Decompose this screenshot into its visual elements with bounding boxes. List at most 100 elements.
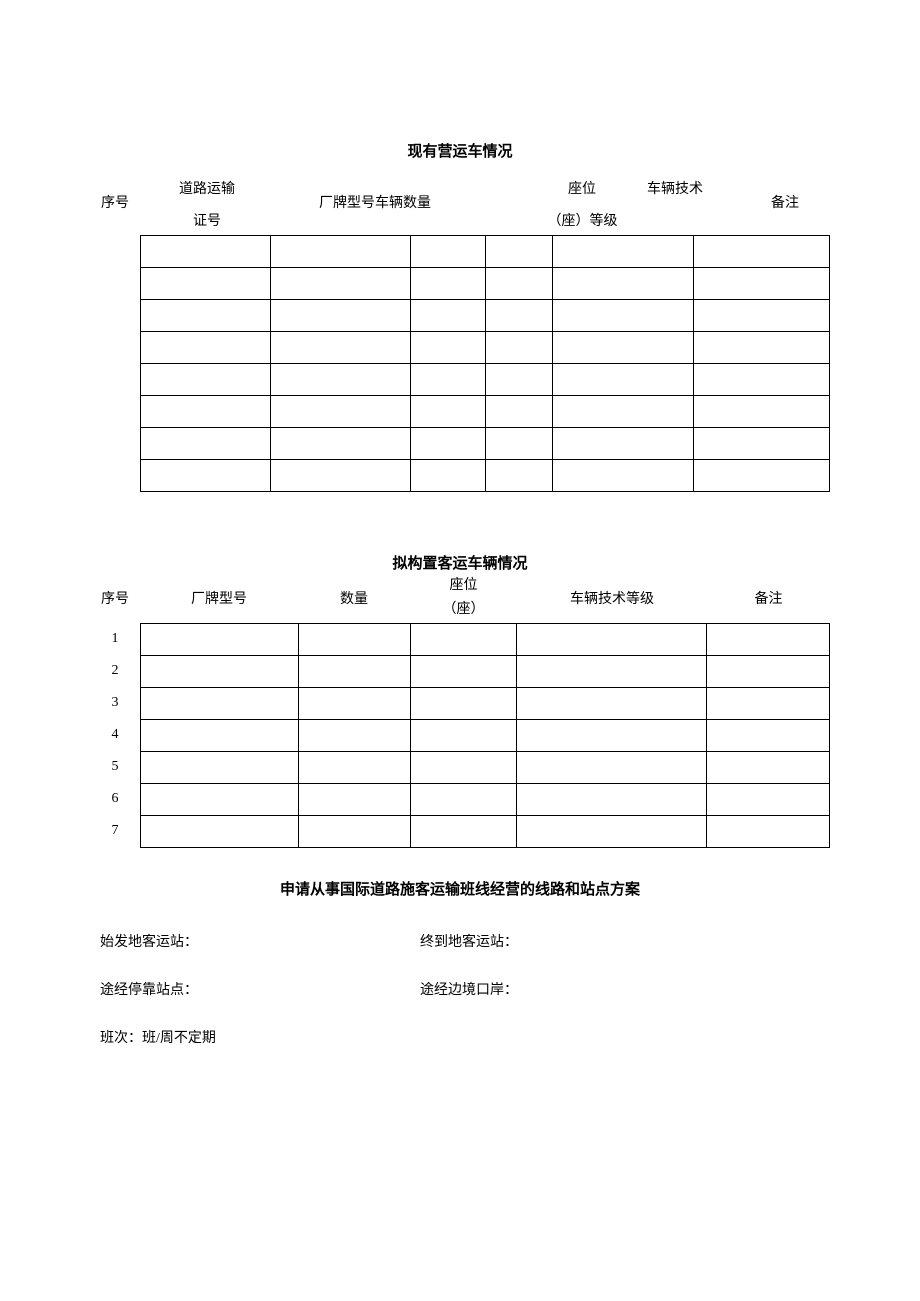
- header2-remark: 备注: [707, 589, 830, 610]
- table-cell: [298, 752, 410, 784]
- table-cell: [486, 236, 553, 268]
- table-row: [141, 656, 830, 688]
- table-cell: [517, 688, 707, 720]
- table-cell: [553, 268, 694, 300]
- table-cell: [694, 460, 830, 492]
- header2-seats-line1: 座位: [410, 575, 517, 596]
- table-row: [141, 236, 830, 268]
- table-cell: [410, 656, 517, 688]
- table-row: [141, 720, 830, 752]
- table1-grid: [140, 235, 830, 492]
- row-number: 3: [90, 687, 140, 719]
- field-stop-points: 途经停靠站点：: [100, 979, 420, 999]
- table-cell: [486, 460, 553, 492]
- section3-title: 申请从事国际道路施客运输班线经营的线路和站点方案: [90, 878, 830, 899]
- table2-body: 1234567: [90, 623, 830, 848]
- table-cell: [270, 396, 410, 428]
- table-cell: [553, 428, 694, 460]
- table-cell: [141, 656, 299, 688]
- table-row: [141, 784, 830, 816]
- table-cell: [141, 784, 299, 816]
- table-row: [141, 688, 830, 720]
- table-row: [141, 816, 830, 848]
- table-cell: [410, 720, 517, 752]
- table-cell: [410, 332, 486, 364]
- table-cell: [270, 332, 410, 364]
- table-cell: [141, 236, 271, 268]
- table-cell: [141, 300, 271, 332]
- table-cell: [410, 752, 517, 784]
- table-cell: [270, 300, 410, 332]
- table-row: [141, 300, 830, 332]
- table-cell: [553, 460, 694, 492]
- table-cell: [141, 752, 299, 784]
- table-cell: [707, 816, 830, 848]
- table-row: [141, 268, 830, 300]
- table-row: [141, 460, 830, 492]
- table-cell: [410, 460, 486, 492]
- table-cell: [141, 428, 271, 460]
- row-number: 6: [90, 783, 140, 815]
- header2-qty: 数量: [298, 589, 410, 610]
- table-cell: [141, 268, 271, 300]
- table-cell: [707, 752, 830, 784]
- table-cell: [141, 688, 299, 720]
- table-cell: [694, 236, 830, 268]
- header-tech: 车辆技术: [620, 179, 730, 200]
- table-cell: [141, 332, 271, 364]
- table-cell: [486, 300, 553, 332]
- table-cell: [410, 300, 486, 332]
- table-cell: [270, 460, 410, 492]
- header-seq: 序号: [90, 193, 140, 214]
- table-cell: [707, 688, 830, 720]
- header2-tech: 车辆技术等级: [517, 589, 707, 610]
- table-row: [141, 364, 830, 396]
- header-remark: 备注: [740, 193, 830, 214]
- header2-seats-line2: （座）: [410, 599, 517, 620]
- table-cell: [410, 364, 486, 396]
- table-cell: [141, 396, 271, 428]
- header-model-qty: 厂牌型号车辆数量: [285, 193, 465, 214]
- table-cell: [298, 624, 410, 656]
- table2-headers: 序号 厂牌型号 数量 座位 （座） 车辆技术等级 备注: [90, 575, 830, 623]
- table-cell: [141, 816, 299, 848]
- table-cell: [517, 624, 707, 656]
- field-end-station: 终到地客运站：: [420, 931, 830, 951]
- table-row: [141, 752, 830, 784]
- table-cell: [486, 396, 553, 428]
- table-cell: [298, 720, 410, 752]
- header2-model: 厂牌型号: [140, 589, 298, 610]
- table-cell: [141, 460, 271, 492]
- table-cell: [694, 364, 830, 396]
- plan-fields: 始发地客运站： 终到地客运站： 途经停靠站点： 途经边境口岸： 班次：班/周不定…: [90, 931, 830, 1047]
- table-cell: [270, 364, 410, 396]
- table-cell: [410, 624, 517, 656]
- table-cell: [410, 428, 486, 460]
- table-cell: [707, 720, 830, 752]
- table-cell: [410, 236, 486, 268]
- table-cell: [298, 816, 410, 848]
- table-cell: [517, 816, 707, 848]
- table-cell: [517, 752, 707, 784]
- vehicles-planned-section: 拟构置客运车辆情况 序号 厂牌型号 数量 座位 （座） 车辆技术等级 备注 12…: [90, 552, 830, 848]
- table-cell: [707, 656, 830, 688]
- plan-row-1: 始发地客运站： 终到地客运站：: [100, 931, 830, 951]
- table-cell: [486, 364, 553, 396]
- table-cell: [486, 268, 553, 300]
- table-cell: [141, 364, 271, 396]
- table-cell: [486, 428, 553, 460]
- header2-seq: 序号: [90, 589, 140, 610]
- header-seats-line2: （座）等级: [525, 211, 640, 232]
- vehicles-current-section: 现有营运车情况 序号 道路运输 证号 厂牌型号车辆数量 座位 （座）等级 车辆技…: [90, 140, 830, 492]
- table-cell: [553, 396, 694, 428]
- table-row: [141, 396, 830, 428]
- table-cell: [553, 364, 694, 396]
- plan-row-3: 班次：班/周不定期: [100, 1027, 830, 1047]
- section2-title: 拟构置客运车辆情况: [90, 552, 830, 573]
- table-cell: [141, 720, 299, 752]
- table-row: [141, 624, 830, 656]
- table-cell: [517, 720, 707, 752]
- table-cell: [694, 428, 830, 460]
- row-number: 1: [90, 623, 140, 655]
- row-number: 2: [90, 655, 140, 687]
